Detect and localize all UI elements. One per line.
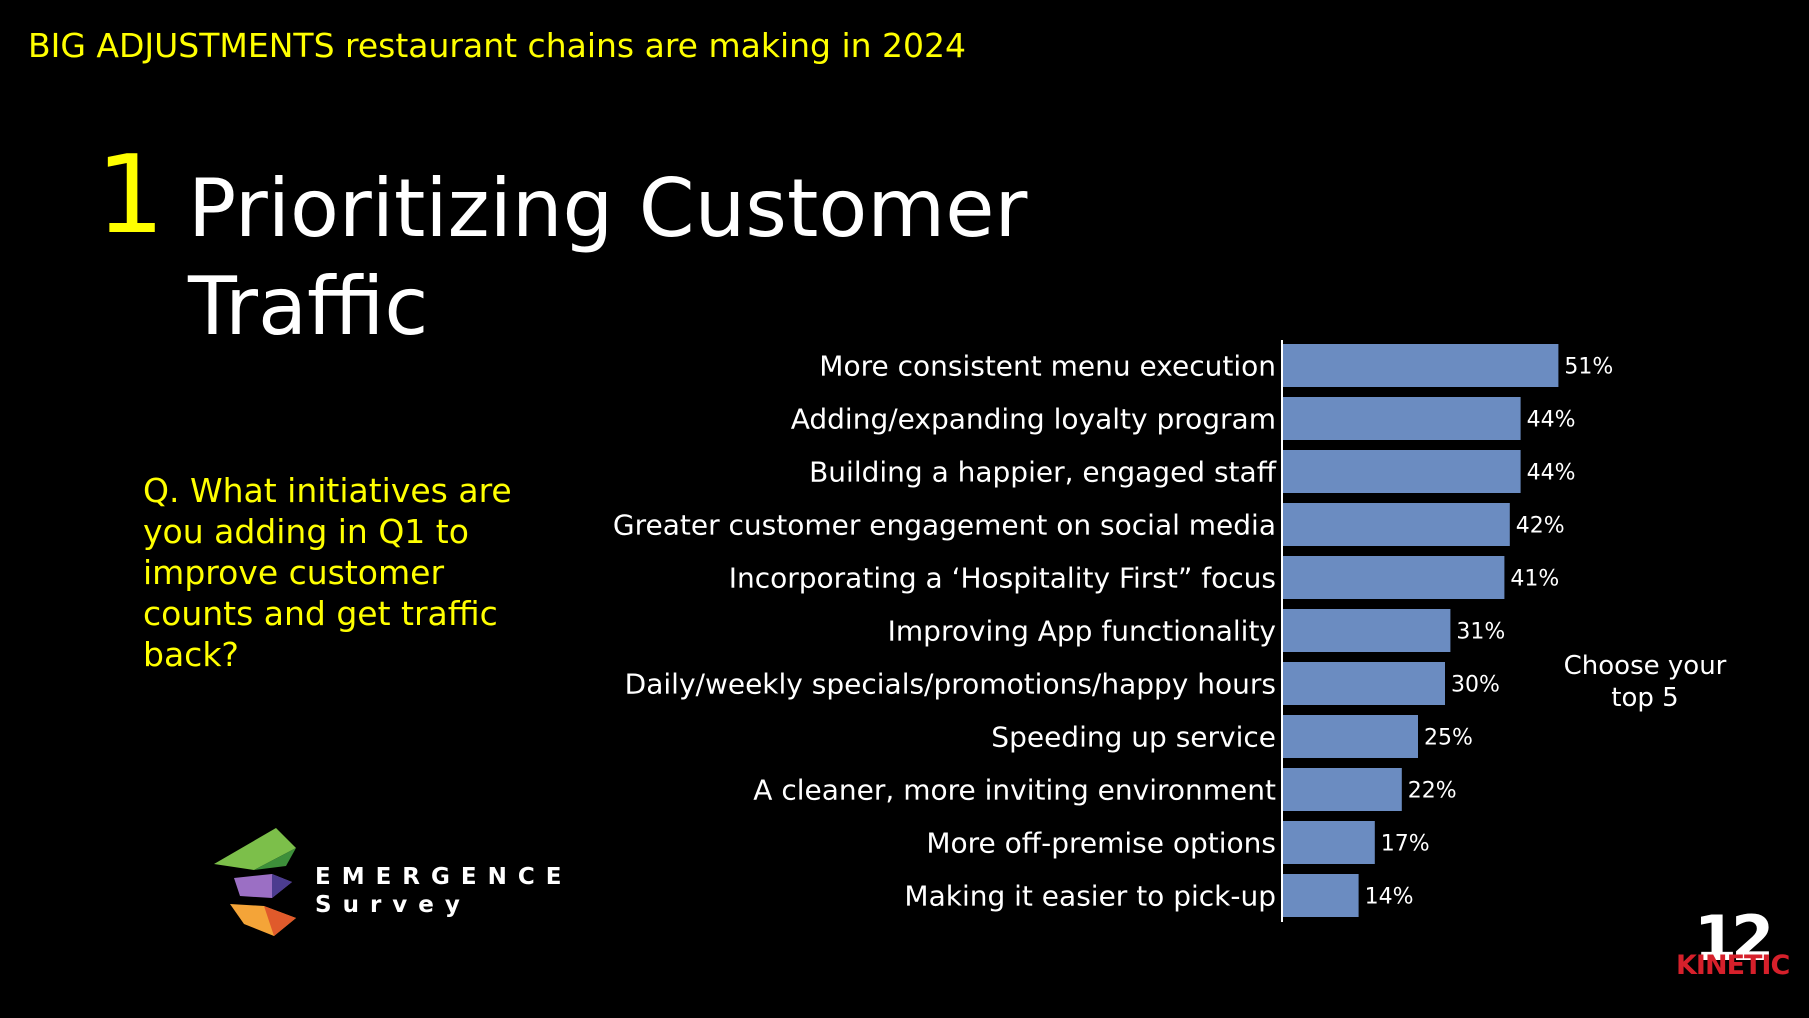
category-label: A cleaner, more inviting environment [753, 774, 1276, 807]
bar [1283, 344, 1559, 387]
value-label: 30% [1451, 673, 1500, 698]
category-label: More off-premise options [926, 827, 1276, 860]
bar [1283, 662, 1445, 705]
category-label: Making it easier to pick-up [904, 880, 1276, 913]
kinetic-number: 12 [1694, 902, 1774, 975]
value-label: 41% [1510, 567, 1559, 592]
bar [1283, 609, 1451, 652]
value-label: 44% [1527, 408, 1576, 433]
kinetic-word: KINETIC [1676, 950, 1790, 981]
value-label: 14% [1365, 885, 1414, 910]
value-label: 22% [1408, 779, 1457, 804]
category-label: Greater customer engagement on social me… [613, 509, 1276, 542]
bar [1283, 768, 1402, 811]
category-label: Building a happier, engaged staff [809, 456, 1277, 489]
brand-subtitle: Survey [315, 892, 471, 918]
emergence-logo-icon [214, 826, 304, 942]
bar [1283, 715, 1418, 758]
bar [1283, 821, 1375, 864]
kinetic-logo: 12 KINETIC [1676, 908, 1792, 990]
bar [1283, 874, 1359, 917]
section-number: 1 [96, 133, 165, 258]
brand-name: EMERGENCE [315, 864, 573, 890]
page-headline: BIG ADJUSTMENTS restaurant chains are ma… [28, 26, 967, 65]
value-label: 25% [1424, 726, 1473, 751]
bar [1283, 397, 1521, 440]
category-label: Adding/expanding loyalty program [791, 403, 1276, 436]
survey-question: Q. What initiatives are you adding in Q1… [143, 471, 512, 674]
category-label: More consistent menu execution [819, 350, 1276, 383]
category-label: Speeding up service [991, 721, 1276, 754]
category-label: Incorporating a ‘Hospitality First” focu… [729, 562, 1276, 595]
category-label: Daily/weekly specials/promotions/happy h… [625, 668, 1276, 701]
bar [1283, 450, 1521, 493]
section-title: Prioritizing Customer Traffic [188, 162, 1028, 353]
bar [1283, 556, 1505, 599]
value-label: 17% [1381, 832, 1430, 857]
value-label: 42% [1516, 514, 1565, 539]
value-label: 44% [1527, 461, 1576, 486]
value-label: 51% [1564, 355, 1613, 380]
category-label: Improving App functionality [888, 615, 1276, 648]
choose-top-5-note: Choose your top 5 [1563, 651, 1727, 713]
bar [1283, 503, 1510, 546]
value-label: 31% [1456, 620, 1505, 645]
